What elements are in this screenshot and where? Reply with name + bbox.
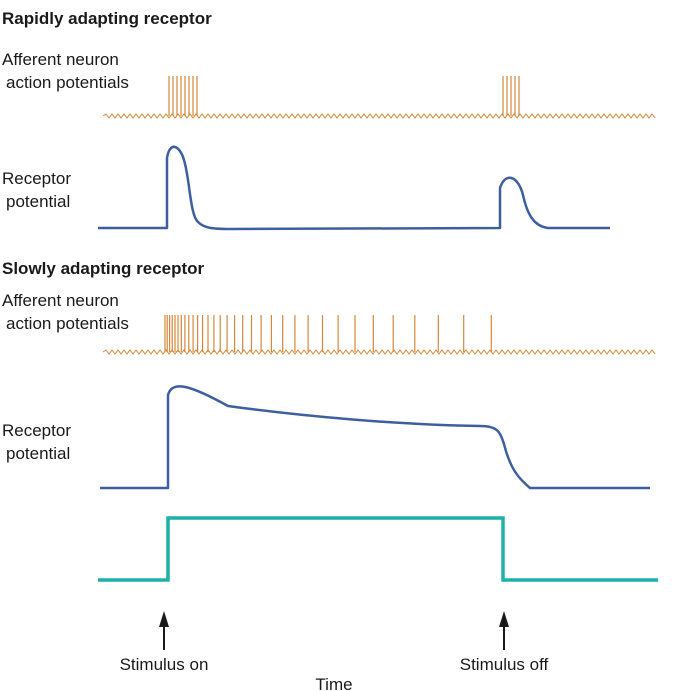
time-axis-label: Time: [315, 675, 352, 691]
slow-action-potential-trace: [102, 315, 656, 355]
rapid-afferent-label-line2: action potentials: [6, 73, 129, 92]
stimulus-off-label: Stimulus off: [460, 655, 549, 674]
stimulus-on-label: Stimulus on: [120, 655, 209, 674]
stimulus-on-arrow: [159, 611, 169, 650]
rapid-baseline: [102, 113, 656, 119]
rapid-action-potential-trace: [102, 76, 656, 119]
slow-receptor-potential-trace: [100, 385, 650, 490]
rapid-section-title: Rapidly adapting receptor: [2, 9, 212, 28]
stimulus-off-arrow: [499, 611, 509, 650]
stimulus-trace: [98, 516, 658, 582]
rapid-receptor-label-line1: Receptor: [2, 169, 71, 188]
slow-receptor-label-line2: potential: [6, 444, 70, 463]
rapid-receptor-label-line2: potential: [6, 192, 70, 211]
rapid-afferent-label-line1: Afferent neuron: [2, 50, 119, 69]
rapid-receptor-potential-trace: [98, 145, 610, 231]
slow-afferent-label-line2: action potentials: [6, 314, 129, 333]
slow-section-title: Slowly adapting receptor: [2, 259, 205, 278]
slow-baseline: [102, 349, 656, 355]
slow-afferent-label-line1: Afferent neuron: [2, 291, 119, 310]
slow-receptor-label-line1: Receptor: [2, 421, 71, 440]
